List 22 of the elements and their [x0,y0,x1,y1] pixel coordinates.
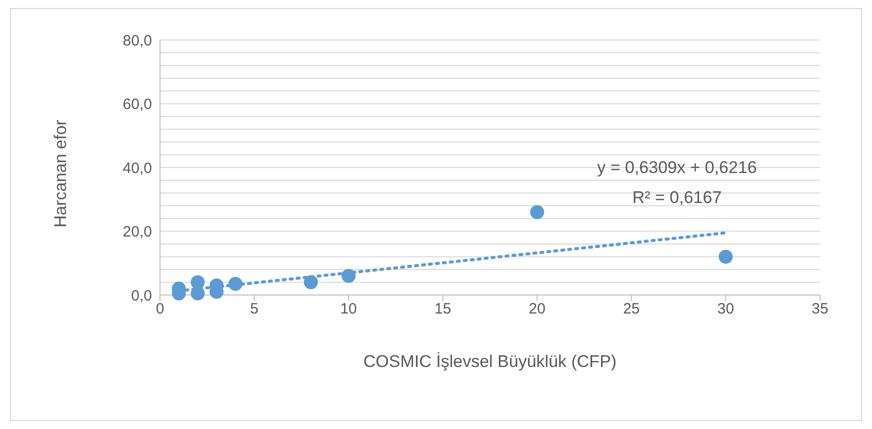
x-axis-title: COSMIC İşlevsel Büyüklük (CFP) [363,352,617,371]
y-tick-label: 20,0 [122,224,152,241]
point [718,250,733,264]
x-tick-label: 25 [623,300,640,318]
point [342,268,356,283]
x-tick-label: 5 [250,300,258,318]
x-tick-label: 30 [717,300,734,318]
x-tick-label: 15 [434,300,452,318]
x-tick-label: 35 [812,300,828,318]
point [530,205,544,220]
y-tick-label: 40,0 [122,160,152,177]
x-tick-label: 0 [156,300,164,318]
x-tick-label: 20 [528,300,546,318]
annotation: R² = 0,6167 [631,188,723,208]
y-tick-label: 0,0 [131,287,152,304]
y-tick-label: 60,0 [122,96,152,114]
annotation: y = 0,6309x + 0,6216 [596,158,758,178]
x-tick-label: 10 [340,300,357,318]
y-axis-title: Harcanan efor [51,119,70,228]
y-tick-label: 80,0 [122,32,152,50]
point [228,276,242,291]
point [304,275,318,290]
